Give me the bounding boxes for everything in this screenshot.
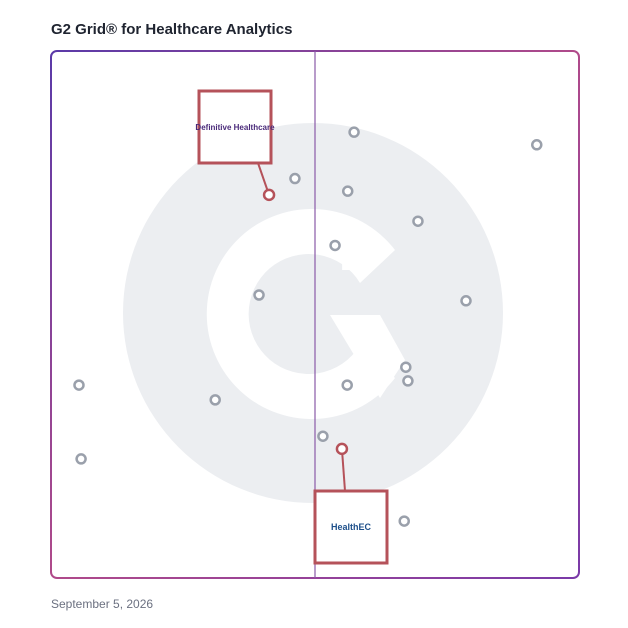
- chart-title: G2 Grid® for Healthcare Analytics: [51, 21, 292, 38]
- svg-text:2: 2: [340, 215, 374, 284]
- vendor-point: [400, 361, 412, 373]
- vendor-point: [317, 430, 329, 442]
- highlighted-point: [335, 442, 349, 456]
- vendor-point: [341, 185, 354, 197]
- callout-logo: Definitive Healthcare: [195, 123, 275, 132]
- vendor-point: [75, 453, 87, 465]
- highlighted-point: [262, 188, 276, 202]
- watermark: 2: [123, 123, 503, 503]
- vendor-point: [341, 379, 353, 391]
- vendor-point: [412, 215, 424, 227]
- vendor-point: [531, 139, 543, 151]
- vendor-point: [73, 379, 85, 391]
- callout-box: [313, 489, 389, 565]
- vendor-point: [460, 295, 472, 307]
- vendor-point: [402, 375, 414, 387]
- vendor-point: [209, 394, 221, 406]
- vendor-point: [329, 239, 341, 252]
- date: September 5, 2026: [51, 597, 153, 611]
- vendor-point: [348, 126, 360, 138]
- vendor-point: [253, 289, 265, 301]
- callout-connector: [340, 448, 346, 492]
- callout-logo: HealthEC: [331, 522, 372, 532]
- callout-box: [197, 89, 273, 165]
- vendor-point: [398, 515, 410, 527]
- vendor-point: [289, 172, 301, 185]
